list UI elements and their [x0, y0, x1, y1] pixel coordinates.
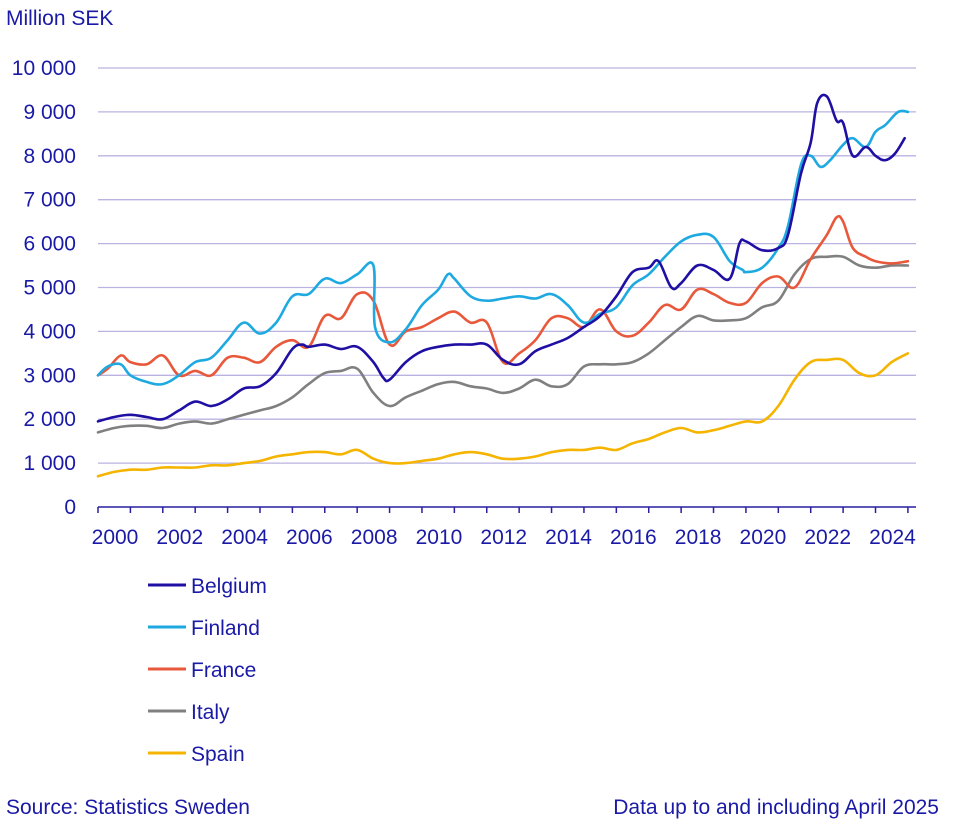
y-tick-label: 3 000: [23, 364, 76, 387]
y-tick-label: 10 000: [12, 57, 76, 80]
data-note: Data up to and including April 2025: [613, 796, 939, 819]
y-tick-label: 1 000: [23, 452, 76, 475]
x-tick-label: 2020: [740, 526, 787, 549]
y-axis-title: Million SEK: [6, 7, 114, 30]
y-tick-label: 4 000: [23, 320, 76, 343]
y-tick-label: 9 000: [23, 101, 76, 124]
source-note: Source: Statistics Sweden: [6, 796, 250, 819]
legend-label-italy: Italy: [191, 701, 230, 724]
x-tick-label: 2004: [221, 526, 268, 549]
series-line-spain: [96, 352, 910, 478]
legend-label-france: France: [191, 659, 256, 682]
y-tick-label: 6 000: [23, 233, 76, 256]
legend-label-finland: Finland: [191, 617, 260, 640]
x-tick-label: 2000: [92, 526, 139, 549]
axes: 0 1 000 2 000 3 000 4 000 5 000 6 000 7 000 8 00…: [12, 57, 916, 549]
legend: Belgium Finland France Italy Spain: [148, 575, 267, 766]
chart-canvas: 0 1 000 2 000 3 000 4 000 5 000 6 000 7 000 8 00…: [12, 57, 916, 766]
x-tick-label: 2014: [545, 526, 592, 549]
series-line-finland: [96, 109, 910, 386]
y-tick-label: 2 000: [23, 408, 76, 431]
legend-label-spain: Spain: [191, 743, 245, 766]
y-tick-label: 8 000: [23, 145, 76, 168]
series-lines: [96, 93, 910, 478]
x-tick-label: 2024: [869, 526, 916, 549]
x-tick-label: 2016: [610, 526, 657, 549]
y-tick-label: 7 000: [23, 189, 76, 212]
x-tick-label: 2012: [480, 526, 527, 549]
y-tick-label: 0: [64, 496, 76, 519]
series-line-italy: [96, 254, 910, 434]
series-line-france: [96, 214, 910, 378]
legend-label-belgium: Belgium: [191, 575, 267, 598]
x-tick-label: 2006: [286, 526, 333, 549]
x-tick-label: 2002: [156, 526, 203, 549]
x-tick-label: 2008: [351, 526, 398, 549]
y-tick-label: 5 000: [23, 277, 76, 300]
x-tick-label: 2010: [416, 526, 463, 549]
x-tick-label: 2022: [804, 526, 851, 549]
x-tick-label: 2018: [675, 526, 722, 549]
series-line-belgium: [96, 93, 906, 423]
